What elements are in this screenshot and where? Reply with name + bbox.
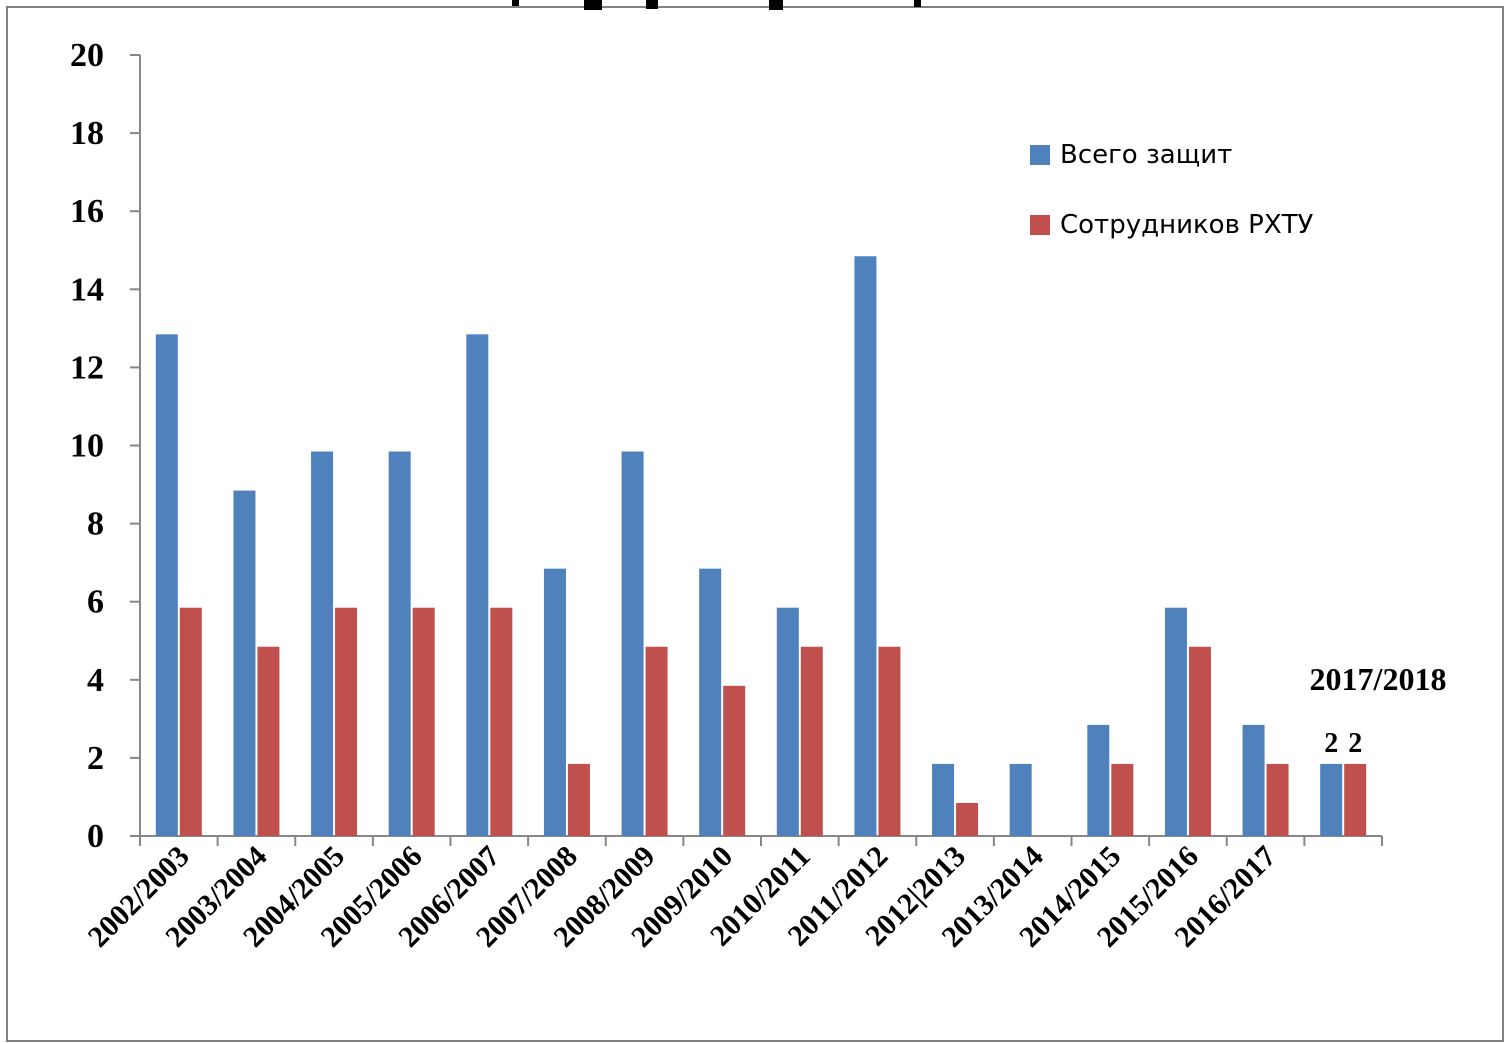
legend-label: Всего защит — [1060, 140, 1232, 170]
bar-vsego-zashchit — [1242, 724, 1265, 836]
y-tick-label: 12 — [70, 349, 104, 386]
y-tick-label: 20 — [70, 37, 104, 74]
bar-sotrudnikov-rhtu — [878, 646, 901, 836]
bar-vsego-zashchit — [311, 451, 334, 836]
bar-vsego-zashchit — [388, 451, 411, 836]
bar-vsego-zashchit — [233, 490, 256, 836]
bar-sotrudnikov-rhtu — [1344, 763, 1367, 836]
data-label: 2 — [1324, 728, 1338, 759]
bar-vsego-zashchit — [466, 334, 489, 836]
legend-swatch — [1030, 145, 1050, 165]
y-tick-label: 4 — [87, 662, 104, 699]
y-tick-label: 2 — [87, 740, 104, 777]
bar-vsego-zashchit — [543, 568, 566, 836]
bar-vsego-zashchit — [155, 334, 178, 836]
title-fragment-stroke — [769, 0, 783, 10]
y-tick-label: 16 — [70, 193, 104, 230]
y-tick-label: 14 — [70, 271, 104, 308]
bar-sotrudnikov-rhtu — [800, 646, 823, 836]
bar-sotrudnikov-rhtu — [1188, 646, 1211, 836]
title-fragment-stroke — [584, 0, 602, 10]
bar-sotrudnikov-rhtu — [1266, 763, 1289, 836]
bar-vsego-zashchit — [1009, 763, 1032, 836]
data-label: 2 — [1348, 728, 1362, 759]
y-tick-label: 6 — [87, 584, 104, 621]
legend-swatch — [1030, 215, 1050, 235]
y-tick-label: 18 — [70, 115, 104, 152]
bar-sotrudnikov-rhtu — [956, 802, 979, 836]
title-fragment-stroke — [914, 0, 921, 7]
bar-sotrudnikov-rhtu — [567, 763, 590, 836]
bar-vsego-zashchit — [621, 451, 644, 836]
bar-sotrudnikov-rhtu — [335, 607, 358, 836]
bar-vsego-zashchit — [1164, 607, 1187, 836]
bar-vsego-zashchit — [932, 763, 955, 836]
y-tick-label: 8 — [87, 506, 104, 543]
legend-label: Сотрудников РХТУ — [1060, 210, 1314, 240]
y-tick-label: 10 — [70, 428, 104, 465]
title-fragment-stroke — [512, 0, 519, 6]
bar-vsego-zashchit — [1087, 724, 1110, 836]
bar-vsego-zashchit — [854, 256, 877, 836]
bar-vsego-zashchit — [699, 568, 722, 836]
bar-sotrudnikov-rhtu — [490, 607, 513, 836]
bar-sotrudnikov-rhtu — [723, 685, 746, 836]
bar-sotrudnikov-rhtu — [645, 646, 668, 836]
bar-sotrudnikov-rhtu — [412, 607, 435, 836]
bar-sotrudnikov-rhtu — [179, 607, 202, 836]
chart-frame — [6, 6, 1504, 1042]
bar-vsego-zashchit — [1320, 763, 1343, 836]
bar-sotrudnikov-rhtu — [257, 646, 280, 836]
bar-sotrudnikov-rhtu — [1111, 763, 1134, 836]
y-tick-label: 0 — [87, 818, 104, 855]
bar-vsego-zashchit — [776, 607, 799, 836]
title-fragment-stroke — [646, 0, 658, 9]
category-annotation: 2017/2018 — [1310, 661, 1447, 697]
